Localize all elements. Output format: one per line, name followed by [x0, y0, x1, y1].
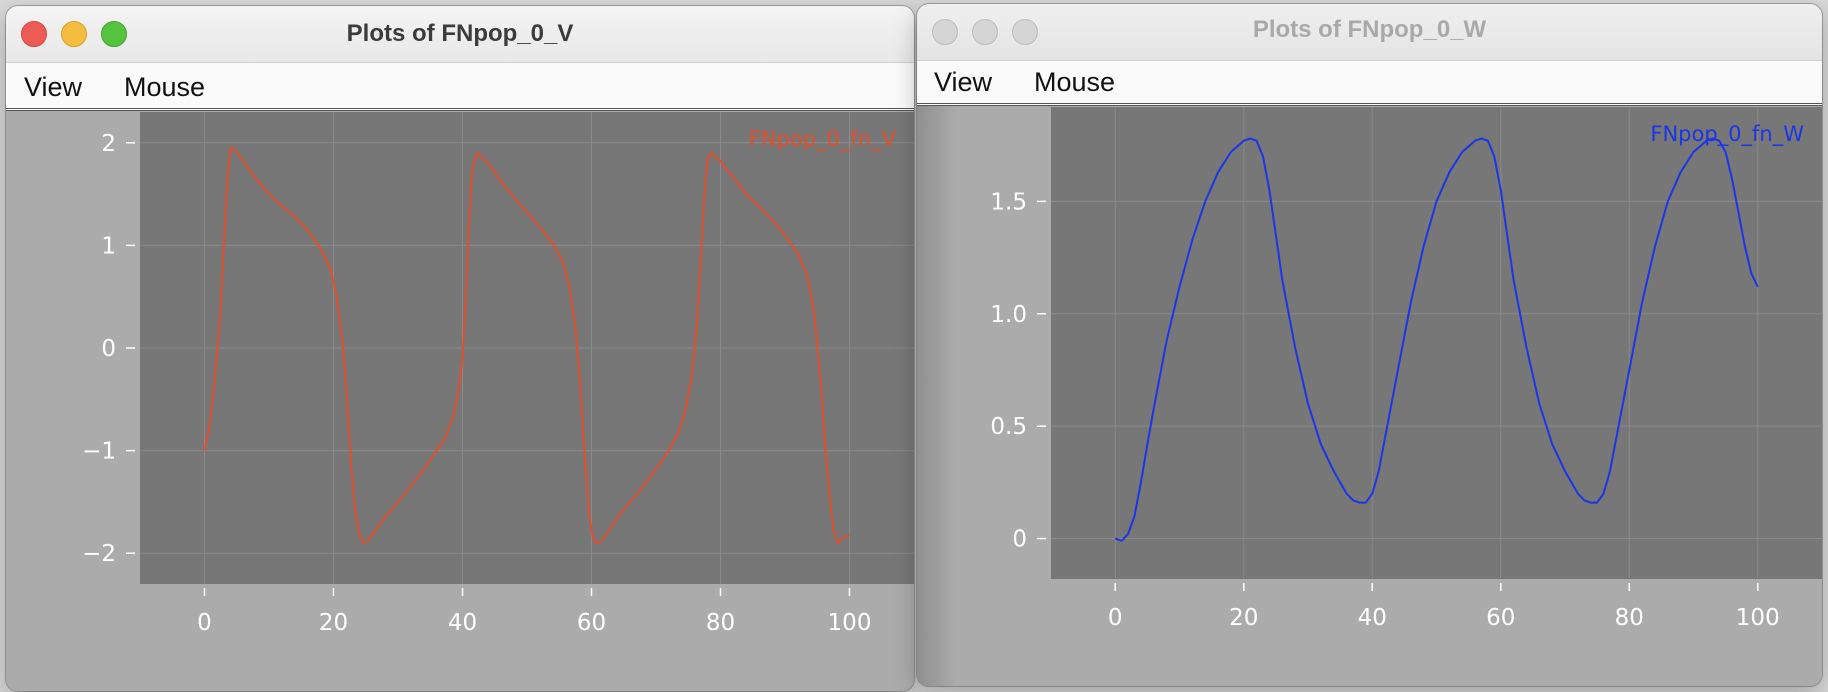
plot-canvas-area[interactable]: 0 20 40 60 80 100 1.5 1.0 0.5 0 FNpop_0_fn_W [917, 106, 1822, 686]
series-line [1114, 137, 1759, 542]
close-button[interactable] [21, 21, 47, 47]
y-tick-label: 1.0 [990, 302, 1027, 328]
menubar: View Mouse [917, 61, 1822, 106]
minimize-button[interactable] [972, 19, 998, 45]
plot-window-v: Plots of FNpop_0_V View Mouse 0 20 40 60 80 1… [6, 6, 914, 691]
y-tick-label: 1.5 [990, 189, 1027, 215]
x-tick-label: 60 [577, 610, 606, 636]
y-tick-label: −2 [82, 541, 116, 567]
x-tick-label: 80 [706, 610, 735, 636]
y-tick-label: −1 [82, 439, 116, 465]
menubar: View Mouse [6, 63, 914, 111]
line-chart-v[interactable]: 0 20 40 60 80 100 2 1 0 −1 −2 FNpop_0_fn_V [6, 111, 914, 691]
y-tick-label: 0.5 [990, 414, 1027, 440]
window-title: Plots of FNpop_0_V [346, 20, 574, 47]
titlebar[interactable]: Plots of FNpop_0_W [917, 4, 1822, 61]
titlebar[interactable]: Plots of FNpop_0_V [6, 6, 914, 63]
menu-view[interactable]: View [934, 67, 993, 97]
x-tick-label: 80 [1615, 605, 1644, 631]
x-tick-label: 0 [1108, 605, 1123, 631]
zoom-button[interactable] [101, 21, 127, 47]
x-tick-label: 20 [1229, 605, 1258, 631]
menu-view[interactable]: View [24, 72, 83, 102]
x-tick-label: 40 [1358, 605, 1387, 631]
x-tick-label: 100 [1736, 605, 1780, 631]
y-tick-label: 0 [101, 336, 116, 362]
x-tick-label: 40 [448, 610, 477, 636]
window-title: Plots of FNpop_0_W [1252, 16, 1487, 43]
line-chart-w[interactable]: 0 20 40 60 80 100 1.5 1.0 0.5 0 FNpop_0_fn_W [917, 106, 1822, 686]
x-tick-label: 60 [1486, 605, 1515, 631]
y-tick-label: 2 [101, 131, 116, 157]
zoom-button[interactable] [1012, 19, 1038, 45]
legend-label: FNpop_0_fn_V [749, 127, 897, 152]
legend-label: FNpop_0_fn_W [1650, 122, 1804, 147]
plot-window-w: Plots of FNpop_0_W View Mouse 0 20 40 60 80 1… [917, 4, 1822, 686]
plot-canvas-area[interactable]: 0 20 40 60 80 100 2 1 0 −1 −2 FNpop_0_fn_V [6, 111, 914, 691]
menu-mouse[interactable]: Mouse [1034, 67, 1116, 97]
x-tick-label: 20 [319, 610, 348, 636]
close-button[interactable] [932, 19, 958, 45]
y-tick-label: 1 [101, 233, 116, 259]
plot-area [1051, 107, 1822, 579]
menu-mouse[interactable]: Mouse [124, 72, 206, 102]
x-tick-label: 100 [828, 610, 872, 636]
x-tick-label: 0 [197, 610, 212, 636]
y-tick-label: 0 [1012, 527, 1027, 553]
minimize-button[interactable] [61, 21, 87, 47]
series-line [203, 146, 850, 544]
